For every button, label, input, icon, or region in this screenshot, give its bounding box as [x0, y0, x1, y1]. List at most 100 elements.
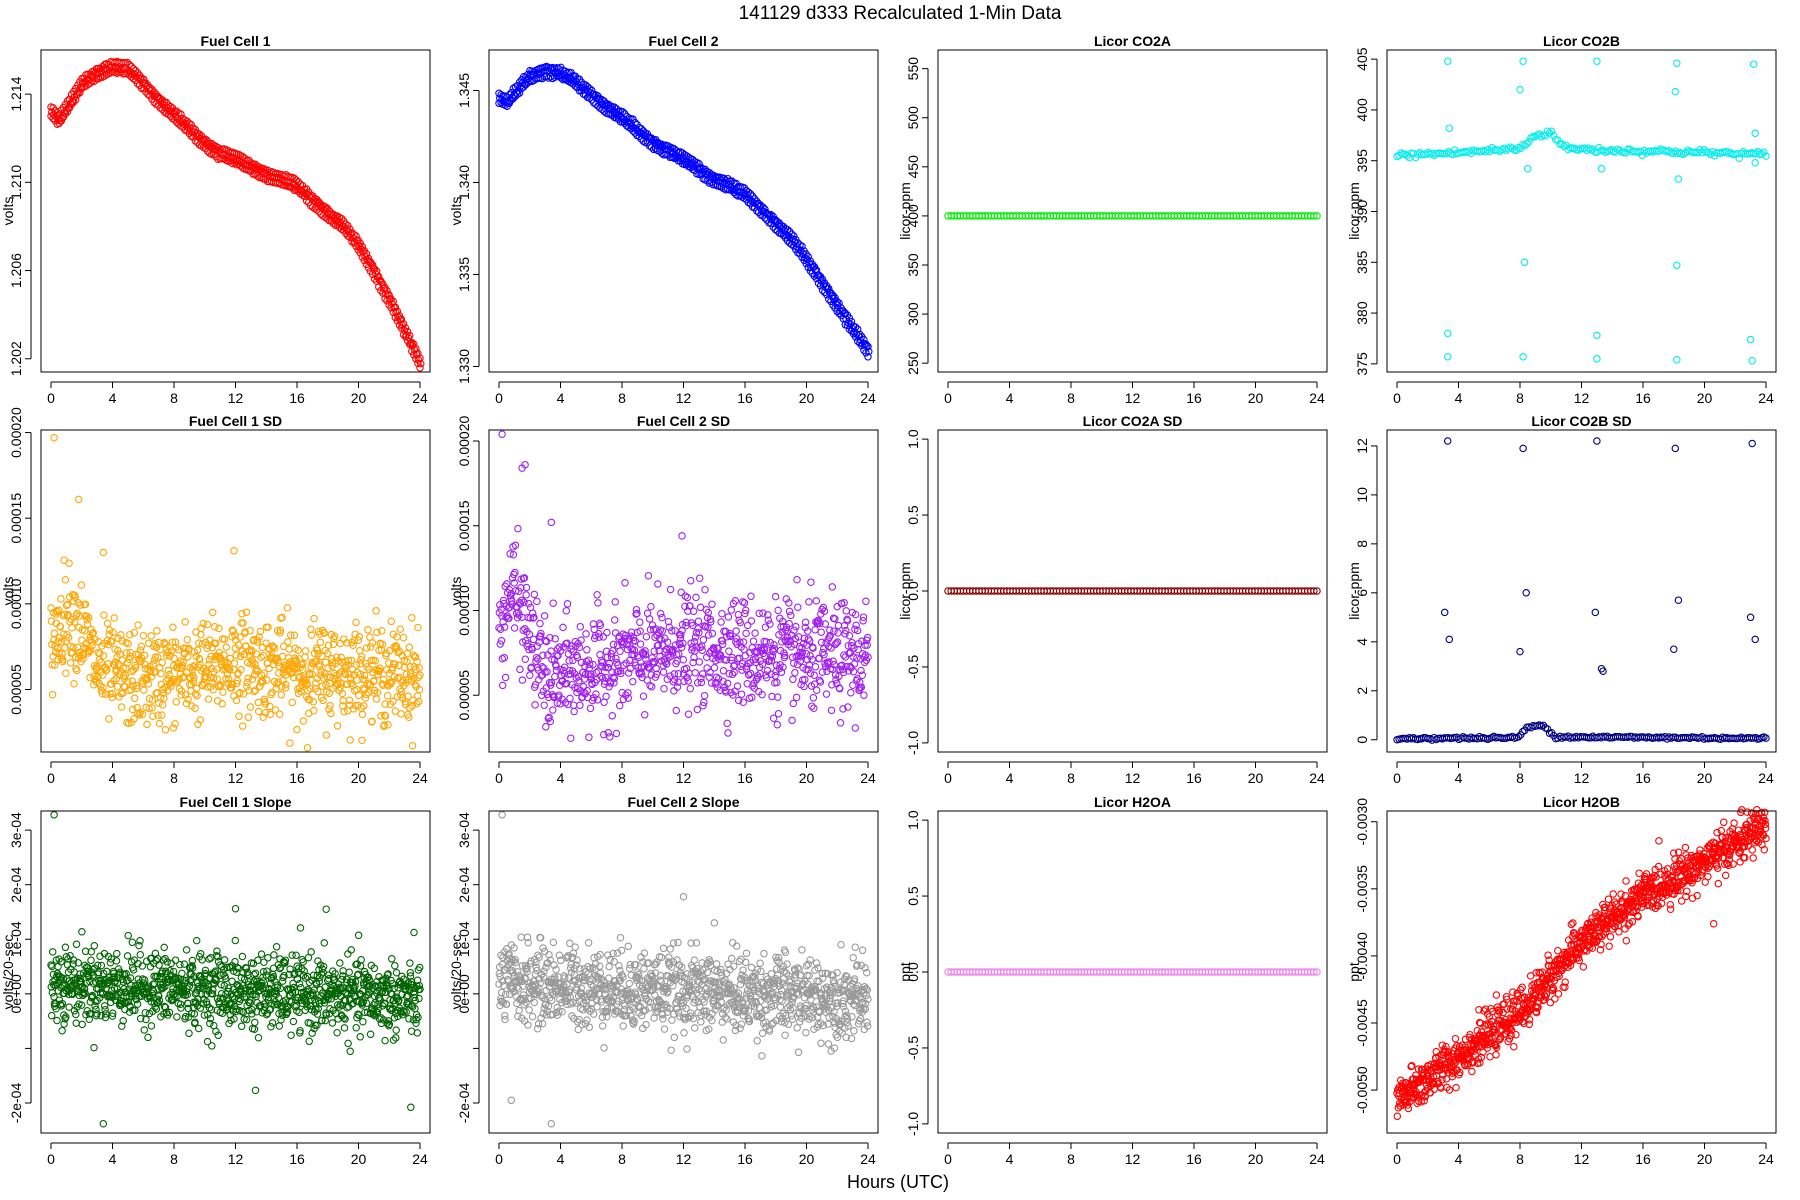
data-point	[204, 695, 213, 703]
data-point	[704, 608, 713, 617]
data-point	[383, 971, 392, 979]
data-point	[253, 638, 262, 646]
data-point	[97, 961, 106, 970]
data-point	[570, 707, 578, 716]
data-point	[760, 645, 769, 654]
data-point	[124, 639, 132, 648]
data-point	[280, 971, 288, 980]
data-point	[549, 706, 557, 714]
ylabel-fc1: volts	[0, 197, 16, 226]
data-point	[392, 968, 401, 977]
y-tick-label: 12	[1354, 438, 1370, 454]
data-point	[1543, 725, 1552, 733]
data-point-outlier	[1443, 437, 1452, 445]
data-point	[305, 696, 314, 704]
data-point	[65, 1003, 73, 1011]
data-point	[391, 961, 399, 970]
data-point	[140, 1026, 149, 1034]
data-point	[293, 975, 302, 984]
data-point	[288, 989, 297, 997]
data-point	[704, 631, 713, 639]
data-point	[76, 88, 84, 97]
data-point	[847, 642, 856, 650]
data-point	[131, 1006, 139, 1015]
data-point	[647, 671, 656, 679]
data-point	[101, 690, 110, 698]
data-point	[778, 617, 787, 626]
data-point-outlier	[1748, 357, 1756, 365]
data-point	[268, 688, 276, 697]
data-point	[108, 1012, 117, 1020]
data-point	[320, 629, 329, 637]
data-point	[351, 977, 360, 986]
data-point	[119, 1017, 127, 1025]
data-point	[276, 963, 285, 972]
data-point	[405, 704, 414, 712]
data-point	[149, 987, 158, 995]
data-point	[1723, 147, 1731, 156]
data-point	[182, 946, 191, 954]
data-point	[358, 710, 367, 719]
data-point	[695, 628, 703, 637]
data-point	[698, 646, 706, 655]
data-point	[53, 608, 61, 616]
data-point	[230, 659, 239, 667]
x-tick-label: 12	[228, 1151, 244, 1167]
data-point	[62, 601, 71, 610]
data-point-outlier	[1671, 87, 1680, 96]
data-point	[774, 606, 782, 615]
data-point	[246, 996, 254, 1004]
x-tick-label: 16	[289, 390, 305, 406]
data-point	[50, 629, 59, 637]
y-tick-label: 350	[905, 253, 921, 277]
data-point	[769, 714, 778, 722]
data-point	[236, 633, 244, 641]
data-point	[177, 687, 186, 695]
data-point	[788, 716, 796, 725]
data-point	[585, 660, 594, 668]
data-point	[108, 689, 117, 698]
data-point	[221, 974, 230, 983]
data-point	[742, 629, 750, 638]
x-tick-label: 20	[1697, 390, 1713, 406]
data-point	[291, 969, 299, 977]
data-point-outlier	[1746, 613, 1755, 622]
data-point-outlier	[1673, 356, 1681, 364]
data-point	[79, 654, 87, 663]
data-point	[324, 664, 332, 673]
data-point	[511, 568, 519, 577]
data-point	[640, 662, 649, 671]
y-tick-label: -1.0	[905, 731, 921, 755]
data-point	[234, 641, 243, 649]
data-point	[416, 364, 424, 372]
data-point	[188, 964, 197, 972]
data-point	[836, 719, 845, 727]
data-point	[790, 626, 798, 634]
data-point	[168, 638, 177, 646]
data-point	[532, 653, 541, 662]
y-tick-label: 385	[1354, 250, 1370, 274]
data-point	[220, 981, 229, 990]
data-point	[130, 694, 139, 703]
data-point	[77, 1001, 86, 1009]
data-point	[733, 682, 742, 690]
data-point	[313, 206, 321, 214]
data-point	[371, 686, 379, 695]
data-point	[827, 706, 836, 715]
data-point	[179, 658, 187, 666]
data-point	[381, 712, 390, 720]
y-tick-label: 0.00015	[8, 493, 24, 544]
panel-title-fc1slope: Fuel Cell 1 Slope	[179, 794, 291, 810]
y-tick-label: 1.202	[8, 341, 24, 376]
data-point	[849, 652, 857, 661]
data-point	[201, 668, 210, 677]
data-point	[183, 635, 192, 644]
data-point	[146, 667, 155, 676]
data-point	[794, 603, 802, 611]
data-point	[522, 583, 531, 592]
data-point	[390, 984, 398, 993]
data-point	[364, 626, 372, 634]
data-point	[283, 604, 292, 612]
data-point	[252, 1007, 261, 1016]
